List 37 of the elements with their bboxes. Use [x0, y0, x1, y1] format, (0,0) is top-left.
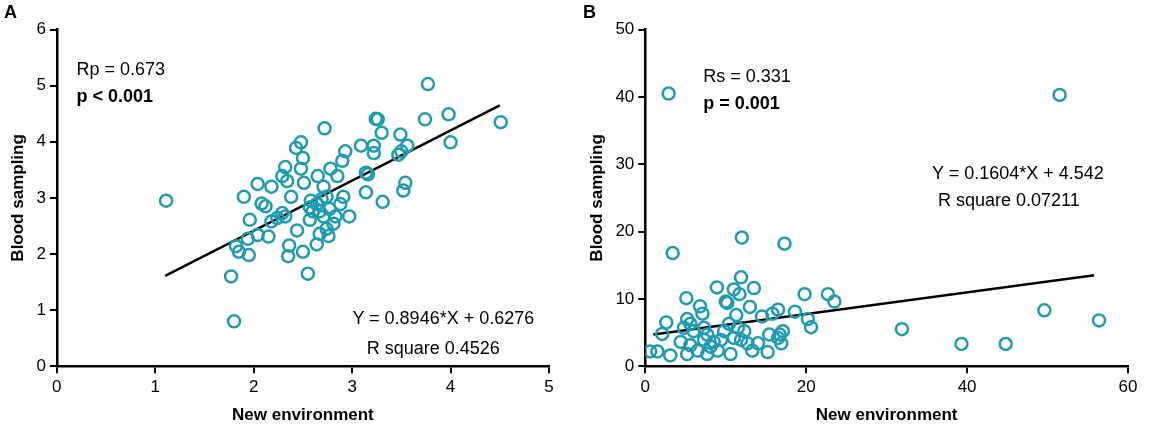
- y-axis-title: Blood sampling: [7, 134, 27, 262]
- y-tick-label: 4: [36, 131, 46, 151]
- y-tick-label: 0: [36, 355, 46, 375]
- annotation: p < 0.001: [76, 85, 154, 106]
- x-tick-label: 4: [445, 377, 456, 397]
- y-tick-label: 20: [615, 221, 635, 241]
- annotation: p = 0.001: [703, 92, 780, 113]
- x-axis-title: New environment: [815, 405, 958, 425]
- y-tick-label: 30: [615, 153, 635, 173]
- y-tick-label: 0: [624, 355, 635, 375]
- x-tick-label: 40: [957, 377, 977, 397]
- y-tick-label: 5: [36, 75, 46, 95]
- x-tick-label: 60: [1118, 377, 1138, 397]
- chart-title: A: [4, 1, 17, 22]
- annotation: Rs = 0.331: [703, 65, 791, 86]
- annotation: Y = 0.8946*X + 0.6276: [352, 308, 535, 329]
- x-tick-label: 5: [544, 377, 554, 397]
- annotation: Y = 0.1604*X + 4.542: [932, 163, 1104, 184]
- y-axis-title: Blood sampling: [586, 134, 606, 262]
- x-tick-label: 0: [640, 377, 651, 397]
- annotation: R square 0.07211: [937, 190, 1080, 211]
- y-tick-label: 40: [615, 86, 635, 106]
- x-tick-label: 2: [248, 377, 259, 397]
- x-tick-label: 3: [347, 377, 357, 397]
- y-tick-label: 1: [36, 299, 46, 319]
- y-tick-label: 3: [36, 187, 46, 207]
- annotation: Rp = 0.673: [76, 58, 166, 79]
- x-tick-label: 1: [150, 377, 161, 397]
- annotation: R square 0.4526: [366, 338, 500, 359]
- y-tick-label: 6: [36, 19, 46, 39]
- x-tick-label: 20: [796, 377, 816, 397]
- y-tick-label: 10: [615, 288, 635, 308]
- x-axis-title: New environment: [232, 405, 375, 425]
- x-tick-label: 0: [52, 377, 62, 397]
- y-tick-label: 2: [36, 243, 46, 263]
- chart-title: B: [583, 1, 596, 22]
- y-tick-label: 50: [615, 19, 635, 39]
